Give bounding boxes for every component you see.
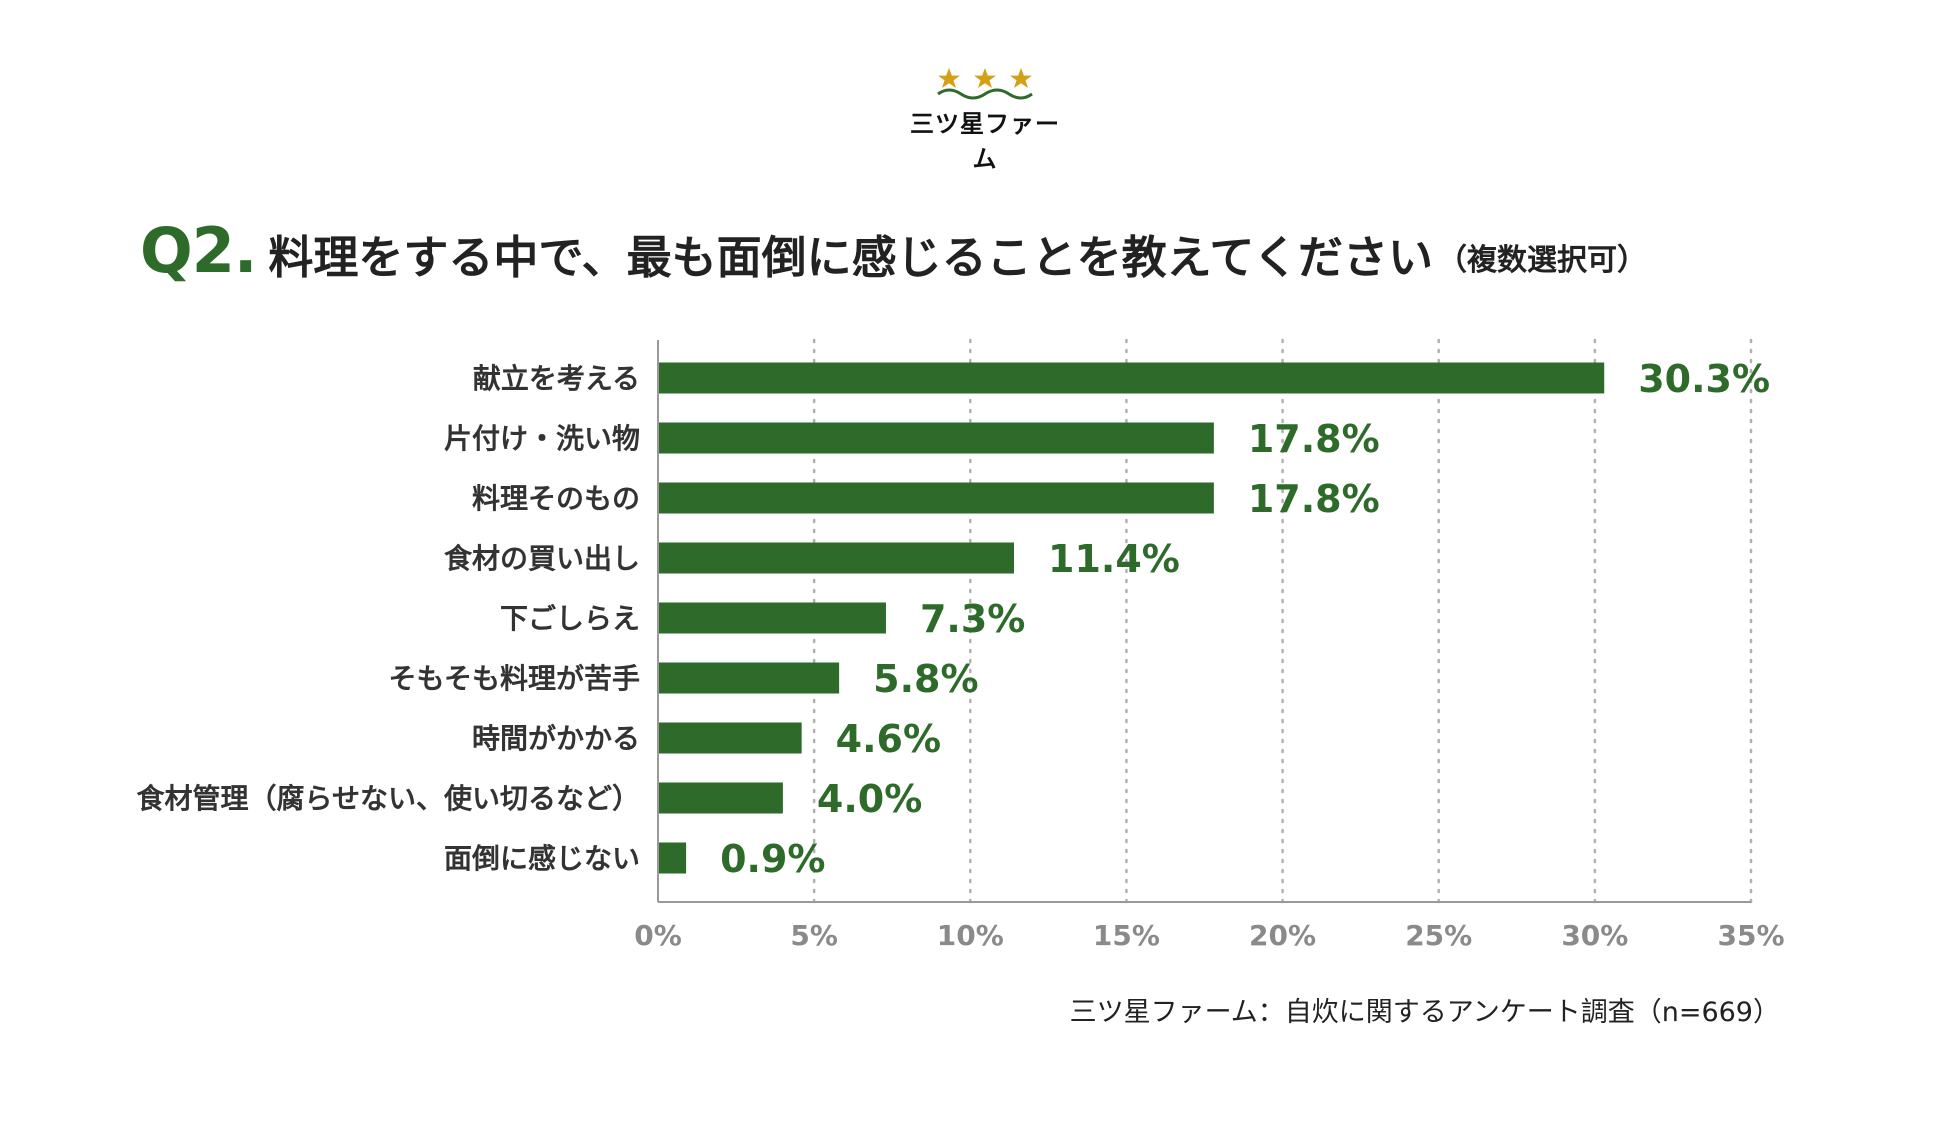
x-tick-label: 25% (1405, 919, 1472, 952)
bar (659, 782, 783, 814)
bar (659, 482, 1214, 514)
value-label: 17.8% (1248, 417, 1380, 461)
bar (659, 842, 687, 874)
value-label: 5.8% (873, 657, 978, 701)
value-label: 30.3% (1638, 357, 1770, 401)
bar (659, 422, 1214, 454)
brand-logo: 三ツ星ファーム (900, 66, 1070, 173)
category-label: 時間がかかる (472, 722, 640, 755)
category-label: 片付け・洗い物 (444, 422, 640, 455)
category-label: 料理そのもの (472, 482, 640, 515)
value-labels: 30.3% 17.8% 17.8% 11.4% 7.3% 5.8% 4.6% 4.0% 0.9% (720, 357, 1770, 881)
source-note: 三ツ星ファーム：自炊に関するアンケート調査（n=669） (1069, 997, 1780, 1028)
star-icon (1010, 68, 1032, 88)
category-label: 下ごしらえ (500, 602, 640, 635)
question-note: （複数選択可） (1437, 243, 1648, 278)
brand-name: 三ツ星ファーム (910, 110, 1060, 173)
category-label: 食材の買い出し (444, 542, 640, 575)
value-label: 4.6% (836, 717, 941, 761)
star-icon (938, 68, 960, 88)
category-label: 食材管理（腐らせない、使い切るなど） (137, 782, 640, 815)
bars (659, 362, 1605, 874)
question-title: Q2. 料理をする中で、最も面倒に感じることを教えてください （複数選択可） (140, 212, 1647, 282)
value-label: 11.4% (1048, 537, 1180, 581)
value-label: 0.9% (720, 837, 825, 881)
star-icon (974, 68, 996, 88)
value-label: 7.3% (920, 597, 1025, 641)
bar (659, 662, 840, 694)
category-labels: 献立を考える片付け・洗い物料理そのもの食材の買い出し下ごしらえそもそも料理が苦手… (137, 362, 640, 875)
value-label: 17.8% (1248, 477, 1380, 521)
x-tick-label: 35% (1717, 919, 1784, 952)
x-tick-label: 20% (1249, 919, 1316, 952)
question-text: 料理をする中で、最も面倒に感じることを教えてください (268, 230, 1434, 284)
x-tick-label: 15% (1093, 919, 1160, 952)
category-label: そもそも料理が苦手 (389, 662, 640, 695)
x-tick-label: 5% (790, 919, 838, 952)
question-number: Q2. (140, 214, 257, 287)
x-tick-label: 30% (1561, 919, 1628, 952)
three-stars-logo-icon (937, 68, 1033, 100)
wave-icon (937, 88, 1033, 100)
category-label: 面倒に感じない (444, 842, 640, 875)
value-label: 4.0% (817, 777, 922, 821)
x-tick-labels: 0% 5% 10% 15% 20% 25% 30% 35% (634, 919, 1784, 952)
bar (659, 362, 1605, 394)
bar (659, 602, 886, 634)
x-tick-label: 0% (634, 919, 682, 952)
bar (659, 542, 1015, 574)
x-tick-label: 10% (937, 919, 1004, 952)
category-label: 献立を考える (473, 362, 640, 395)
bar (659, 722, 802, 754)
